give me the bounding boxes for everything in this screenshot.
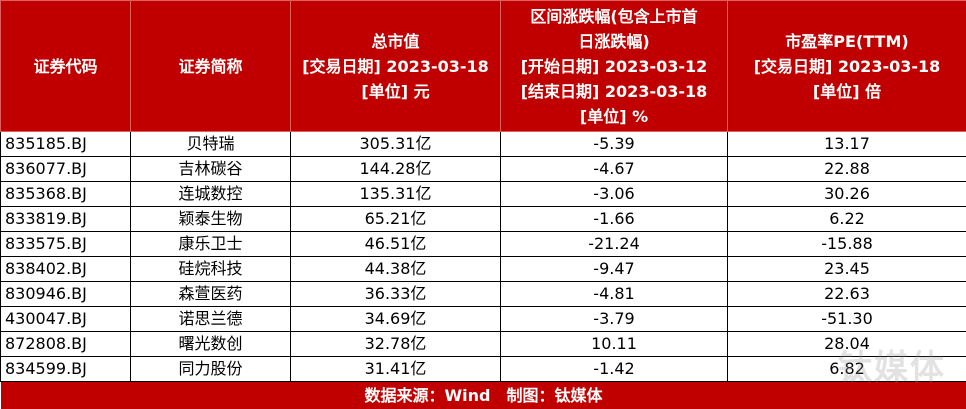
table-body: 835185.BJ 贝特瑞 305.31亿 -5.39 13.17 836077.BJ 吉林… bbox=[0, 131, 966, 382]
data-row: 835185.BJ 贝特瑞 305.31亿 -5.39 13.17 bbox=[0, 131, 966, 157]
cell: 34.69亿 bbox=[290, 306, 501, 332]
header-line: [结束日期] 2023-03-18 bbox=[520, 81, 708, 101]
cell: 30.26 bbox=[727, 181, 966, 207]
cell: 曙光数创 bbox=[130, 331, 291, 357]
cell: 36.33亿 bbox=[290, 281, 501, 307]
cell: 连城数控 bbox=[130, 181, 291, 207]
source-note: 数据来源：Wind 制图：钛媒体 bbox=[0, 381, 966, 409]
header-line: [单位] % bbox=[579, 106, 649, 126]
header-line: [单位] 元 bbox=[361, 81, 430, 101]
data-row: 838402.BJ 硅烷科技 44.38亿 -9.47 23.45 bbox=[0, 256, 966, 282]
cell: 31.41亿 bbox=[290, 356, 501, 382]
cell: 305.31亿 bbox=[290, 131, 501, 157]
cell: 吉林碳谷 bbox=[130, 156, 291, 182]
cell: 65.21亿 bbox=[290, 206, 501, 232]
cell: 872808.BJ bbox=[0, 331, 131, 357]
cell: -9.47 bbox=[500, 256, 728, 282]
header-line: 证券代码 bbox=[33, 56, 98, 76]
header-line: 市盈率PE(TTM) bbox=[785, 31, 909, 51]
footer-row: 数据来源：Wind 制图：钛媒体 bbox=[0, 381, 966, 409]
cell: -1.42 bbox=[500, 356, 728, 382]
cell: 23.45 bbox=[727, 256, 966, 282]
cell: 颖泰生物 bbox=[130, 206, 291, 232]
cell: 833819.BJ bbox=[0, 206, 131, 232]
cell: 同力股份 bbox=[130, 356, 291, 382]
cell: 硅烷科技 bbox=[130, 256, 291, 282]
cell: 22.88 bbox=[727, 156, 966, 182]
cell: -4.81 bbox=[500, 281, 728, 307]
cell: 22.63 bbox=[727, 281, 966, 307]
cell: -51.30 bbox=[727, 306, 966, 332]
cell: 康乐卫士 bbox=[130, 231, 291, 257]
data-row: 830946.BJ 森萱医药 36.33亿 -4.81 22.63 bbox=[0, 281, 966, 307]
data-row: 835368.BJ 连城数控 135.31亿 -3.06 30.26 bbox=[0, 181, 966, 207]
cell: 835185.BJ bbox=[0, 131, 131, 157]
cell: 32.78亿 bbox=[290, 331, 501, 357]
cell: 834599.BJ bbox=[0, 356, 131, 382]
cell: -3.06 bbox=[500, 181, 728, 207]
cell: 6.82 bbox=[727, 356, 966, 382]
cell: -21.24 bbox=[500, 231, 728, 257]
header-line: [交易日期] 2023-03-18 bbox=[302, 56, 489, 76]
cell: 6.22 bbox=[727, 206, 966, 232]
cell: 10.11 bbox=[500, 331, 728, 357]
cell: -1.66 bbox=[500, 206, 728, 232]
header-cell: 总市值 [交易日期] 2023-03-18 [单位] 元 bbox=[290, 0, 501, 132]
header-cell: 证券简称 bbox=[130, 0, 291, 132]
data-row: 833575.BJ 康乐卫士 46.51亿 -21.24 -15.88 bbox=[0, 231, 966, 257]
data-row: 833819.BJ 颖泰生物 65.21亿 -1.66 6.22 bbox=[0, 206, 966, 232]
header-line: 区间涨跌幅(包含上市首 bbox=[530, 6, 698, 26]
data-row: 872808.BJ 曙光数创 32.78亿 10.11 28.04 bbox=[0, 331, 966, 357]
cell: 诺思兰德 bbox=[130, 306, 291, 332]
cell: -5.39 bbox=[500, 131, 728, 157]
cell: 贝特瑞 bbox=[130, 131, 291, 157]
header-line: 日涨跌幅) bbox=[578, 31, 650, 51]
cell: 830946.BJ bbox=[0, 281, 131, 307]
data-row: 834599.BJ 同力股份 31.41亿 -1.42 6.82 bbox=[0, 356, 966, 382]
cell: 森萱医药 bbox=[130, 281, 291, 307]
cell: 44.38亿 bbox=[290, 256, 501, 282]
cell: 144.28亿 bbox=[290, 156, 501, 182]
cell: -3.79 bbox=[500, 306, 728, 332]
cell: -4.67 bbox=[500, 156, 728, 182]
cell: -15.88 bbox=[727, 231, 966, 257]
header-cell: 市盈率PE(TTM) [交易日期] 2023-03-18 [单位] 倍 bbox=[727, 0, 966, 132]
header-line: 证券简称 bbox=[178, 56, 243, 76]
header-cell: 证券代码 bbox=[0, 0, 131, 132]
watermark: 钛媒体 bbox=[838, 348, 946, 388]
cell: 46.51亿 bbox=[290, 231, 501, 257]
header-row: 证券代码 证券简称 总市值 [交易日期] 2023-03-18 [单位] 元 区间涨跌幅(… bbox=[0, 0, 966, 132]
cell: 28.04 bbox=[727, 331, 966, 357]
cell: 833575.BJ bbox=[0, 231, 131, 257]
header-line: [开始日期] 2023-03-12 bbox=[520, 56, 708, 76]
header-cell: 区间涨跌幅(包含上市首 日涨跌幅) [开始日期] 2023-03-12 [结束日期] … bbox=[500, 0, 728, 132]
header-line: [交易日期] 2023-03-18 bbox=[753, 56, 941, 76]
header-line: 总市值 bbox=[371, 31, 420, 51]
header-line: [单位] 倍 bbox=[812, 81, 882, 101]
data-row: 430047.BJ 诺思兰德 34.69亿 -3.79 -51.30 bbox=[0, 306, 966, 332]
cell: 835368.BJ bbox=[0, 181, 131, 207]
cell: 836077.BJ bbox=[0, 156, 131, 182]
cell: 430047.BJ bbox=[0, 306, 131, 332]
cell: 13.17 bbox=[727, 131, 966, 157]
cell: 838402.BJ bbox=[0, 256, 131, 282]
cell: 135.31亿 bbox=[290, 181, 501, 207]
data-row: 836077.BJ 吉林碳谷 144.28亿 -4.67 22.88 bbox=[0, 156, 966, 182]
